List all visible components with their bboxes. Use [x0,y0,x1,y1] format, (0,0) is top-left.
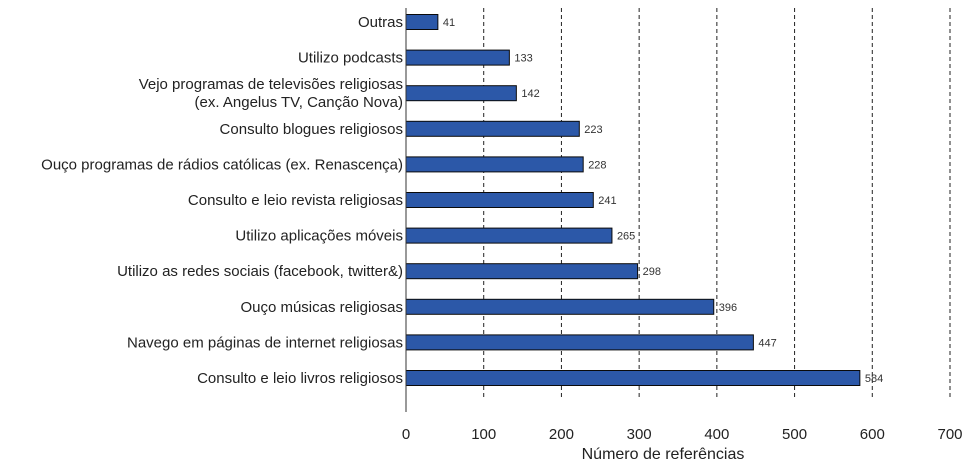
category-label-line: Utilizo aplicações móveis [235,228,403,245]
data-label: 223 [584,124,602,136]
value-labels: 41 133 142 223 228 241 265 298 396 447 584 [443,17,883,385]
bar [405,334,754,351]
bar [405,227,613,244]
data-label: 241 [598,195,616,207]
category-label: Outras [358,14,403,31]
bar [405,156,584,173]
data-label: 298 [643,266,661,278]
bar [405,120,580,137]
x-axis-title: Número de referências [582,446,745,463]
category-label-line: (ex. Angelus TV, Canção Nova) [195,94,403,111]
category-label: Ouço programas de rádios católicas (ex. … [41,156,403,173]
category-label: Ouço músicas religiosas [240,299,403,316]
bar [405,49,510,66]
x-tick-label: 600 [860,426,885,443]
category-label-line: Outras [358,14,403,31]
category-label-line: Consulto e leio revista religiosas [188,192,403,209]
x-tick-label: 700 [937,426,962,443]
bar [405,192,594,208]
category-label-line: Navego em páginas de internet religiosas [127,334,403,351]
category-label: Vejo programas de televisões religiosas(… [139,76,403,111]
data-label: 133 [514,53,532,65]
data-label: 396 [719,302,737,314]
category-label: Consulto blogues religiosos [220,121,403,138]
x-tick-label: 400 [704,426,729,443]
category-label: Utilizo aplicações móveis [235,228,403,245]
category-label: Utilizo podcasts [298,50,403,67]
category-label-line: Utilizo podcasts [298,50,403,67]
category-label-line: Utilizo as redes sociais (facebook, twit… [117,263,403,280]
category-label: Navego em páginas de internet religiosas [127,334,403,351]
x-tick-label: 200 [549,426,574,443]
bar [405,298,715,315]
bars [405,14,861,386]
data-label: 142 [521,88,539,100]
bar [405,85,517,102]
x-tick-label: 0 [402,426,410,443]
bar [405,370,861,386]
x-tick-label: 500 [782,426,807,443]
category-label: Consulto e leio revista religiosas [188,192,403,209]
data-label: 584 [865,373,883,385]
category-label: Utilizo as redes sociais (facebook, twit… [117,263,403,280]
category-label-line: Vejo programas de televisões religiosas [139,76,403,93]
bar [405,14,439,30]
category-label-line: Consulto e leio livros religiosos [197,370,403,387]
category-labels: Outras Utilizo podcasts Vejo programas de … [41,14,403,387]
category-label: Consulto e leio livros religiosos [197,370,403,387]
category-label-line: Ouço músicas religiosas [240,299,403,316]
data-label: 447 [758,337,776,349]
data-label: 228 [588,159,606,171]
x-tick-label: 100 [471,426,496,443]
category-label-line: Consulto blogues religiosos [220,121,403,138]
x-tick-labels: 0 100 200 300 400 500 600 700 [402,426,963,443]
data-label: 41 [443,17,455,29]
data-label: 265 [617,231,635,243]
bar [405,263,639,280]
x-tick-label: 300 [627,426,652,443]
category-label-line: Ouço programas de rádios católicas (ex. … [41,156,403,173]
